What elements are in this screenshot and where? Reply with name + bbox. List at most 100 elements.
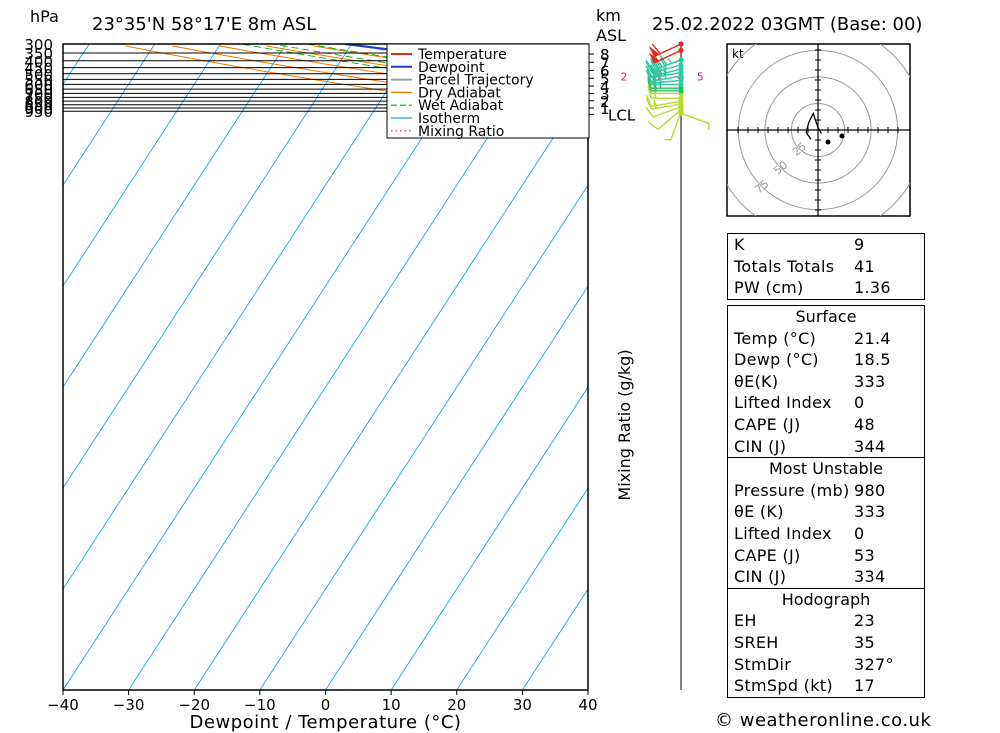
stat-value: 48 bbox=[854, 414, 875, 434]
km-tick-label: 5 bbox=[600, 70, 610, 88]
wind-barb-feather bbox=[645, 94, 653, 107]
stat-value: 18.5 bbox=[854, 350, 891, 370]
wind-barb-feather bbox=[645, 106, 654, 118]
legend-box bbox=[386, 43, 590, 139]
hodograph-unit: kt bbox=[732, 47, 744, 61]
isotherm-line bbox=[63, 44, 221, 287]
stat-label: K bbox=[734, 235, 745, 254]
stat-value: 23 bbox=[854, 611, 875, 631]
wind-barb bbox=[648, 41, 684, 58]
pressure-tick-label: 400 bbox=[24, 53, 53, 71]
wind-barb bbox=[678, 110, 710, 130]
stat-value: 334 bbox=[854, 567, 886, 587]
wind-barb-feather bbox=[645, 59, 654, 71]
km-tick-label: 6 bbox=[600, 62, 610, 80]
pressure-tick-label: 900 bbox=[24, 100, 53, 118]
stat-row: CIN (J) 334 bbox=[728, 566, 924, 588]
legend-label: Mixing Ratio bbox=[418, 124, 504, 140]
stat-row: Lifted Index 0 bbox=[728, 523, 924, 545]
storm-motion-dot bbox=[839, 133, 845, 139]
isotherm-line bbox=[456, 487, 588, 690]
wind-barb-feather bbox=[659, 54, 668, 66]
pressure-tick-label: 450 bbox=[24, 60, 53, 78]
km-tick-label: 8 bbox=[600, 46, 610, 64]
stat-value: 327° bbox=[854, 654, 894, 674]
wind-barb-feather bbox=[655, 67, 662, 80]
isotherm-line bbox=[63, 44, 484, 690]
stat-label: CIN (J) bbox=[734, 567, 787, 587]
datetime-title: 25.02.2022 03GMT (Base: 00) bbox=[652, 14, 922, 35]
legend-label: Dry Adiabat bbox=[418, 85, 501, 101]
wind-barb-half-feather bbox=[707, 123, 710, 130]
stat-row: θE(K) 333 bbox=[728, 371, 924, 393]
stat-row: CAPE (J) 48 bbox=[728, 414, 924, 436]
wind-barb-feather bbox=[645, 61, 653, 74]
isotherm-line bbox=[63, 44, 353, 489]
height-ref-label: ASL bbox=[596, 26, 626, 45]
stat-row: Temp (°C) 21.4 bbox=[728, 328, 924, 350]
stat-row: StmDir 327° bbox=[728, 654, 924, 676]
stats-surface-panel: Surface Temp (°C) 21.4 Dewp (°C) 18.5 θE(K… bbox=[727, 305, 925, 698]
stat-row: θE (K) 333 bbox=[728, 501, 924, 523]
wind-barb-feather bbox=[651, 43, 661, 55]
pressure-tick-label: 750 bbox=[24, 89, 53, 107]
stat-row-pw: PW (cm) 1.36 bbox=[728, 277, 924, 299]
x-tick-label: 20 bbox=[447, 696, 466, 714]
wind-barb-staff bbox=[653, 43, 682, 58]
dry-adiabat-line bbox=[924, 46, 1000, 690]
most-unstable-title: Most Unstable bbox=[728, 457, 924, 480]
legend-label: Temperature bbox=[417, 47, 507, 63]
pressure-tick-label: 700 bbox=[24, 85, 53, 103]
stat-label: θE(K) bbox=[734, 371, 779, 391]
stat-value: 980 bbox=[854, 480, 886, 500]
stat-row: EH 23 bbox=[728, 610, 924, 632]
isotherm-line bbox=[63, 44, 418, 590]
wind-barb-half-feather bbox=[663, 69, 667, 76]
isotherm-line bbox=[259, 184, 588, 690]
stat-value: 41 bbox=[854, 256, 875, 276]
stat-value: 0 bbox=[854, 393, 865, 413]
stat-label: CAPE (J) bbox=[734, 545, 801, 565]
wind-barb-flag bbox=[648, 52, 660, 64]
credit-link[interactable]: © weatheronline.co.uk bbox=[715, 710, 932, 731]
isotherm-line bbox=[0, 44, 24, 690]
km-tick-label: LCL bbox=[608, 106, 636, 124]
stat-label: CIN (J) bbox=[734, 436, 787, 456]
stat-row: Lifted Index 0 bbox=[728, 392, 924, 414]
pressure-tick-label: 350 bbox=[24, 45, 53, 63]
wind-barb bbox=[647, 76, 684, 91]
isotherm-line bbox=[63, 44, 156, 187]
km-tick-label: 3 bbox=[600, 85, 610, 103]
stat-value: 333 bbox=[854, 371, 886, 391]
km-tick-label: 4 bbox=[600, 78, 610, 96]
stat-value: 1.36 bbox=[854, 278, 891, 298]
stat-row: StmSpd (kt) 17 bbox=[728, 675, 924, 697]
wind-barb-flag bbox=[648, 45, 660, 57]
isotherm-line bbox=[193, 83, 588, 690]
mixing-ratio-label: 2 bbox=[620, 70, 627, 83]
isotherm-line bbox=[325, 285, 588, 690]
wind-barb-feather bbox=[650, 68, 658, 81]
mixing-ratio-label: 5 bbox=[697, 70, 704, 83]
x-tick-label: −10 bbox=[244, 696, 276, 714]
wind-barb-half-feather bbox=[653, 99, 658, 106]
pressure-tick-label: 300 bbox=[24, 36, 53, 54]
stat-row: CAPE (J) 53 bbox=[728, 545, 924, 567]
wind-barb-staff bbox=[652, 106, 682, 118]
isotherm-line bbox=[63, 44, 287, 388]
pressure-tick-label: 950 bbox=[24, 103, 53, 121]
stat-label: Totals Totals bbox=[734, 256, 835, 276]
stat-label: CAPE (J) bbox=[734, 414, 801, 434]
x-tick-label: −30 bbox=[113, 696, 145, 714]
wind-barb-feather bbox=[647, 76, 652, 89]
stat-row: CIN (J) 344 bbox=[728, 436, 924, 458]
x-axis-title: Dewpoint / Temperature (°C) bbox=[190, 712, 462, 733]
wind-barb-staff bbox=[680, 112, 710, 125]
pressure-tick-label: 550 bbox=[24, 71, 53, 89]
surface-title: Surface bbox=[795, 307, 857, 326]
wind-barb-feather bbox=[647, 86, 652, 99]
x-tick-label: 40 bbox=[578, 696, 597, 714]
